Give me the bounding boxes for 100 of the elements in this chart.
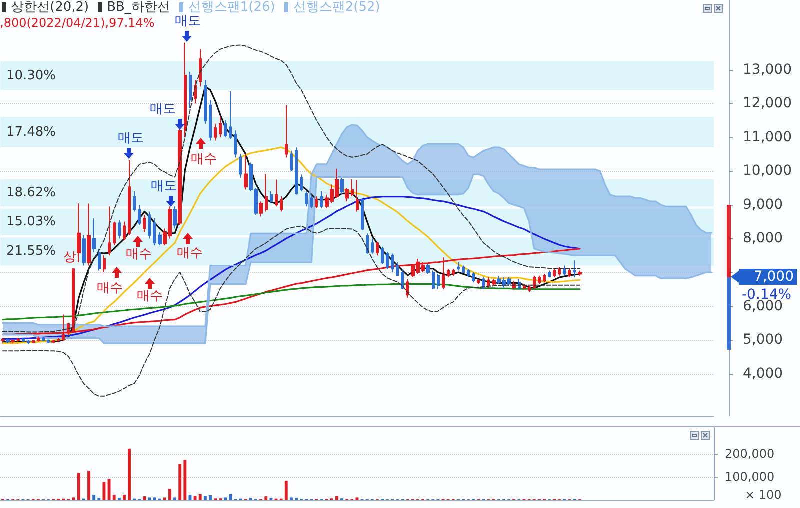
candlestick [148,211,151,240]
candlestick [229,91,232,140]
candlestick [345,188,349,202]
candlestick [462,265,465,274]
bar [128,448,131,500]
bar [77,473,80,500]
bar [336,496,338,500]
candlestick [214,123,217,142]
bar [184,460,187,500]
annotation: 매수 [137,288,163,304]
bar [102,482,106,500]
candlestick [77,203,81,263]
candlestick [22,338,25,343]
candlestick [406,278,409,298]
text: 7,000 [739,269,797,285]
candlestick [184,42,187,138]
candlestick [280,196,283,212]
candlestick [11,340,15,344]
candlestick [553,268,556,278]
candlestick [123,221,126,241]
candlestick [138,204,141,226]
candlestick [113,221,116,246]
candlestick [290,150,293,172]
candlestick [82,234,86,266]
candlestick [133,190,136,212]
annotation: 매수 [126,246,152,262]
candlestick [578,270,582,276]
y-tick-label: 5,000 [743,332,784,348]
candlestick [452,268,455,276]
y-tick-label: 4,000 [743,366,784,382]
candlestick [128,160,131,236]
bar [204,496,207,500]
y-tick-label: 200,000 [725,446,775,461]
candlestick [356,179,359,212]
candlestick [57,338,60,342]
candlestick [467,268,470,278]
candlestick [234,130,237,158]
annotation: 매도 [118,130,144,146]
legend-label: 상한선(20,2) [11,0,90,15]
bar [209,495,212,500]
line-series [2,196,581,340]
legend-label: 선행스팬2(52) [293,0,380,15]
candlestick [209,100,212,142]
line-series [2,226,580,397]
annotation: 매도 [151,178,177,194]
candlestick [143,214,146,232]
annotation: 상 [64,250,76,266]
candlestick [158,231,162,246]
candlestick [259,201,263,218]
candlestick [381,246,384,265]
bar [168,488,172,500]
candlestick [391,253,394,273]
y-axis-title: × 100 [745,488,782,502]
candlestick [199,48,202,88]
candlestick [482,277,485,290]
y-tick-label: 9,000 [743,196,784,213]
candlestick [477,278,480,285]
candlestick [17,338,20,342]
candlestick [244,154,248,190]
candlestick [224,120,227,138]
y-tick-label: 13,000 [743,62,792,78]
candlestick [401,268,404,290]
y-tick-label: 11,000 [743,129,792,146]
candlestick [538,275,541,285]
band-label: 17.48% [6,124,56,140]
candlestick [472,272,475,284]
candlestick [351,179,354,198]
candlestick [523,284,526,290]
annotation: ,800(2022/04/21),97.14% [0,16,155,30]
candlestick [178,127,182,226]
candlestick [270,190,273,204]
candlestick [47,339,50,344]
annotation: 매수 [177,246,203,262]
candlestick [573,260,576,278]
line-series [2,146,581,344]
candlestick [239,154,242,178]
line-series [2,44,580,333]
candlestick [432,270,435,290]
candlestick [285,104,288,158]
candlestick [426,264,430,275]
y-tick-label: 100,000 [725,470,775,484]
candlestick [87,203,91,266]
candlestick [563,265,566,276]
candlestick [568,268,571,278]
bar [122,494,126,500]
candlestick [42,336,45,342]
candlestick [153,218,156,246]
candlestick [173,206,177,230]
y-tick-label: 12,000 [743,96,792,112]
candlestick [189,71,192,109]
candlestick [1,338,5,343]
band-label: 15.03% [6,214,56,230]
candlestick [528,286,531,293]
candlestick [118,220,121,240]
candlestick [548,270,551,278]
candlestick [295,147,298,196]
annotation: 매도 [175,14,201,30]
y-tick-label: 8,000 [743,230,784,247]
annotation: 매도 [150,102,176,118]
bar [92,494,96,500]
